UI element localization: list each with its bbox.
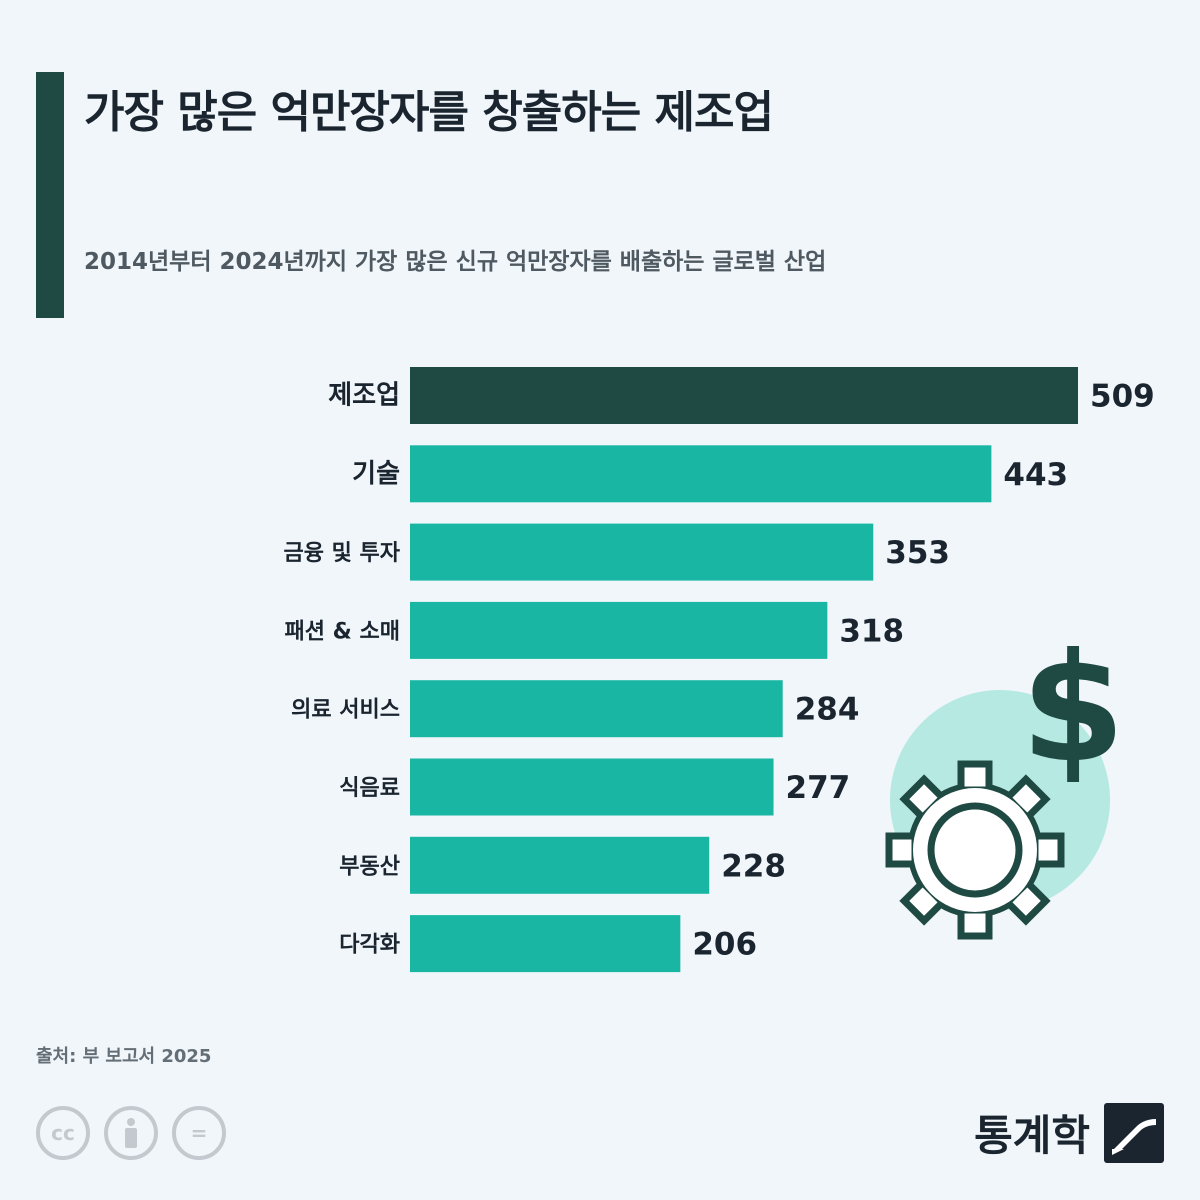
bar-0 — [410, 367, 1078, 424]
value-label-3: 318 — [839, 613, 904, 649]
value-label-7: 206 — [692, 927, 757, 963]
category-label-6: 부동산 — [339, 854, 400, 879]
nd-icon: = — [172, 1106, 226, 1160]
brand-logo-icon — [1104, 1102, 1164, 1163]
finance-illustration: $ — [880, 620, 1130, 954]
category-label-1: 기술 — [352, 459, 400, 489]
svg-text:$: $ — [1021, 622, 1125, 796]
value-label-4: 284 — [795, 692, 860, 728]
bar-3 — [410, 601, 828, 659]
bar-7 — [410, 915, 681, 973]
dollar-icon: $ — [1021, 622, 1125, 796]
value-label-0: 509 — [1090, 379, 1155, 415]
title-accent-bar — [36, 72, 64, 318]
brand: 통계학 — [974, 1102, 1164, 1163]
value-label-5: 277 — [786, 770, 851, 806]
bar-6 — [410, 836, 710, 894]
chart-subtitle: 2014년부터 2024년까지 가장 많은 신규 억만장자를 배출하는 글로벌 … — [84, 249, 827, 275]
value-label-1: 443 — [1003, 457, 1068, 493]
chart-title: 가장 많은 억만장자를 창출하는 제조업 — [84, 87, 774, 138]
value-label-2: 353 — [885, 535, 950, 571]
gear-icon — [885, 760, 1065, 940]
category-label-7: 다각화 — [339, 933, 400, 958]
bar-1 — [410, 445, 992, 503]
source-note: 출처: 부 보고서 2025 — [36, 1046, 212, 1067]
category-label-4: 의료 서비스 — [291, 698, 400, 723]
bar-4 — [410, 680, 783, 738]
cc-icon: cc — [36, 1106, 90, 1160]
bar-2 — [410, 523, 874, 581]
license-icons: cc = — [36, 1106, 226, 1160]
category-label-3: 패션 & 소매 — [285, 619, 400, 644]
value-label-6: 228 — [721, 848, 786, 884]
category-label-0: 제조업 — [328, 381, 400, 411]
category-label-2: 금융 및 투자 — [283, 541, 400, 566]
category-label-5: 식음료 — [339, 776, 400, 801]
bar-5 — [410, 758, 774, 816]
by-icon — [104, 1106, 158, 1160]
brand-name: 통계학 — [974, 1111, 1090, 1160]
bar-chart: 제조업 509 기술 443 금융 및 투자 353 패션 & 소매 318 의료 서비스 284… — [283, 367, 1155, 973]
